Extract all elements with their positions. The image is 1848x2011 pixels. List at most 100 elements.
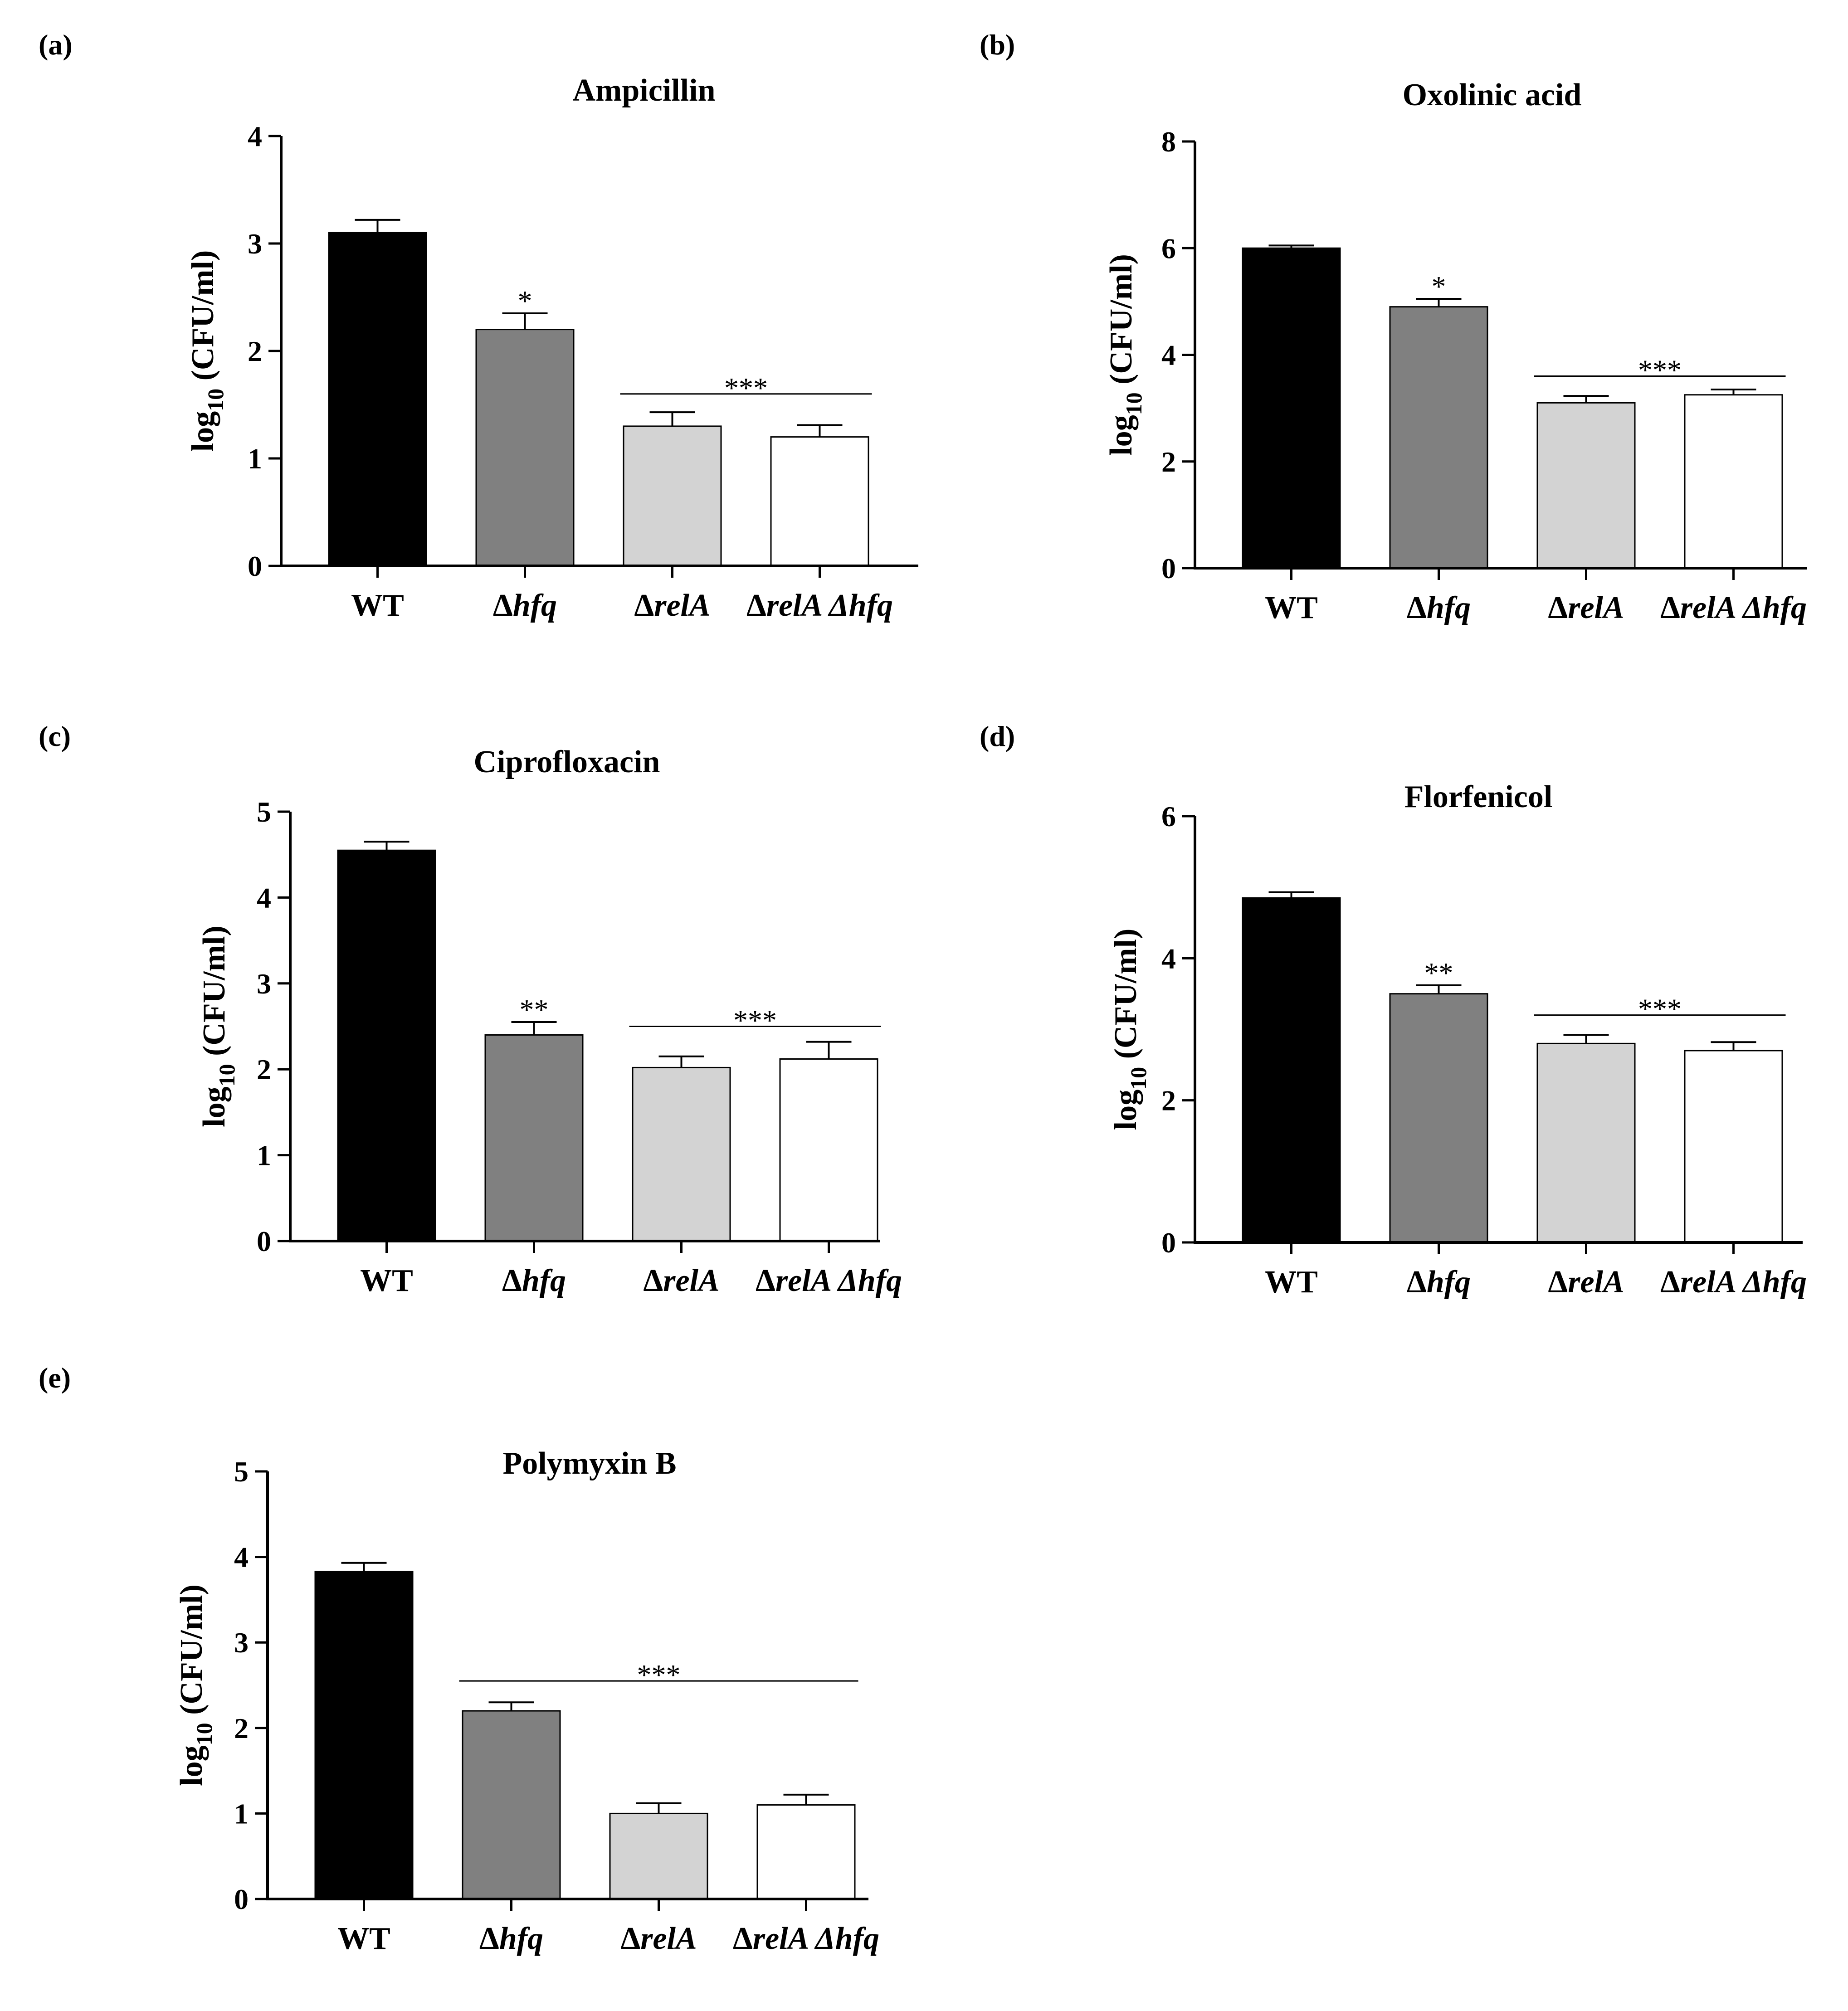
y-tick-label: 0 — [1161, 1227, 1176, 1259]
bar-4 — [1684, 394, 1783, 569]
chart-panel-d: (d) Florfenicol 0 2 4 6 WT Δhfq ΔrelA ΔrelA Δhfq l… — [980, 720, 1807, 1300]
x-tick-label: WT — [1265, 590, 1318, 625]
significance-stars: *** — [1638, 354, 1682, 386]
bar-2 — [1389, 306, 1488, 569]
x-tick-label: WT — [337, 1921, 390, 1956]
x-tick-label: ΔrelA Δhfq — [1660, 1265, 1807, 1300]
bar-3 — [1536, 402, 1636, 569]
chart-panel-a: (a) Ampicillin 0 1 2 3 4 WT Δhfq ΔrelA ΔrelA Δhfq l… — [39, 29, 918, 623]
y-axis-label: log10 (CFU/ml) — [1104, 254, 1146, 456]
chart-title: Oxolinic acid — [1403, 78, 1582, 112]
x-tick-label: ΔrelA Δhfq — [746, 588, 893, 623]
chart-panel-b: (b) Oxolinic acid 0 2 4 6 8 WT Δhfq ΔrelA ΔrelA Δh… — [980, 29, 1807, 625]
error-bar-4 — [1711, 1041, 1756, 1051]
y-tick-label: 1 — [248, 443, 262, 475]
y-tick-label: 2 — [248, 335, 262, 367]
x-tick-label: ΔrelA — [634, 588, 710, 623]
x-tick-label: Δhfq — [479, 1921, 543, 1956]
x-tick-label: ΔrelA — [643, 1263, 719, 1298]
chart-panel-e: (e) Polymyxin B 0 1 2 3 4 5 WT Δhfq ΔrelA ΔrelA Δhf… — [39, 1362, 879, 1956]
error-bar-2 — [511, 1021, 557, 1035]
significance-stars: ** — [1424, 957, 1453, 989]
x-tick-label: Δhfq — [493, 588, 557, 623]
error-bar-3 — [1563, 1034, 1609, 1044]
x-tick-label: ΔrelA Δhfq — [756, 1263, 902, 1298]
bar-3 — [623, 425, 722, 567]
bar-4 — [770, 436, 869, 567]
x-tick-label: ΔrelA Δhfq — [733, 1921, 879, 1956]
bar-1 — [337, 849, 436, 1242]
chart-title: Polymyxin B — [502, 1446, 676, 1481]
y-tick-label: 3 — [234, 1626, 249, 1659]
y-tick-label: 3 — [248, 228, 262, 260]
y-tick-label: 4 — [248, 120, 262, 152]
error-bar-1 — [1268, 244, 1314, 248]
y-tick-label: 2 — [1161, 446, 1176, 478]
y-tick-label: 8 — [1161, 126, 1176, 158]
error-bar-3 — [658, 1055, 704, 1068]
panel-label: (b) — [980, 29, 1015, 61]
y-tick-label: 0 — [257, 1225, 271, 1257]
x-tick-label: ΔrelA Δhfq — [1660, 590, 1807, 625]
bar-2 — [462, 1710, 561, 1900]
error-bar-1 — [341, 1562, 387, 1572]
error-bar-3 — [1563, 395, 1609, 403]
y-tick-label: 0 — [1161, 552, 1176, 584]
x-tick-label: Δhfq — [1407, 590, 1471, 625]
significance-stars: *** — [1638, 993, 1682, 1025]
y-tick-label: 1 — [234, 1797, 249, 1830]
y-tick-label: 2 — [1161, 1085, 1176, 1117]
x-tick-label: Δhfq — [502, 1263, 566, 1298]
chart-title: Ciprofloxacin — [474, 745, 660, 779]
x-tick-label: WT — [351, 588, 404, 623]
significance-stars: * — [1432, 270, 1446, 302]
error-bar-1 — [355, 219, 400, 233]
error-bar-1 — [1268, 891, 1314, 898]
y-tick-label: 3 — [257, 968, 271, 1000]
chart-title: Ampicillin — [572, 73, 715, 108]
error-bar-4 — [783, 1793, 829, 1805]
y-tick-label: 5 — [257, 796, 271, 828]
bar-4 — [1684, 1050, 1783, 1243]
y-tick-label: 6 — [1161, 800, 1176, 833]
bar-1 — [1242, 247, 1341, 569]
bar-1 — [328, 232, 427, 567]
bar-4 — [779, 1058, 878, 1242]
bar-3 — [1536, 1042, 1636, 1243]
bar-3 — [632, 1066, 731, 1242]
y-axis-label: log10 (CFU/ml) — [185, 250, 228, 452]
y-tick-label: 4 — [234, 1541, 249, 1573]
y-tick-label: 2 — [257, 1053, 271, 1086]
y-tick-label: 4 — [1161, 942, 1176, 974]
significance-stars: *** — [637, 1659, 681, 1691]
error-bar-4 — [1711, 388, 1756, 395]
y-tick-label: 4 — [1161, 339, 1176, 371]
bar-1 — [1242, 897, 1341, 1243]
error-bar-2 — [1416, 984, 1462, 994]
chart-title: Florfenicol — [1404, 779, 1553, 814]
significance-stars: * — [518, 285, 532, 317]
error-bar-2 — [1416, 297, 1462, 307]
y-axis-label: log10 (CFU/ml) — [197, 925, 239, 1127]
significance-stars: ** — [520, 993, 549, 1026]
y-tick-label: 5 — [234, 1456, 249, 1488]
y-tick-label: 6 — [1161, 232, 1176, 264]
significance-stars: *** — [733, 1004, 777, 1037]
x-tick-label: ΔrelA — [1548, 590, 1624, 625]
y-tick-label: 1 — [257, 1139, 271, 1172]
error-bar-3 — [636, 1802, 682, 1814]
bar-4 — [756, 1804, 856, 1900]
y-tick-label: 0 — [234, 1883, 249, 1915]
error-bar-2 — [488, 1701, 534, 1711]
error-bar-4 — [797, 424, 843, 437]
bar-2 — [484, 1034, 584, 1242]
x-tick-label: ΔrelA — [620, 1921, 697, 1956]
x-tick-label: ΔrelA — [1548, 1265, 1624, 1300]
y-tick-label: 2 — [234, 1712, 249, 1744]
x-tick-label: WT — [360, 1263, 413, 1298]
error-bar-1 — [364, 841, 410, 851]
bar-1 — [314, 1571, 414, 1900]
significance-stars: *** — [724, 372, 768, 404]
panel-label: (e) — [39, 1362, 71, 1394]
